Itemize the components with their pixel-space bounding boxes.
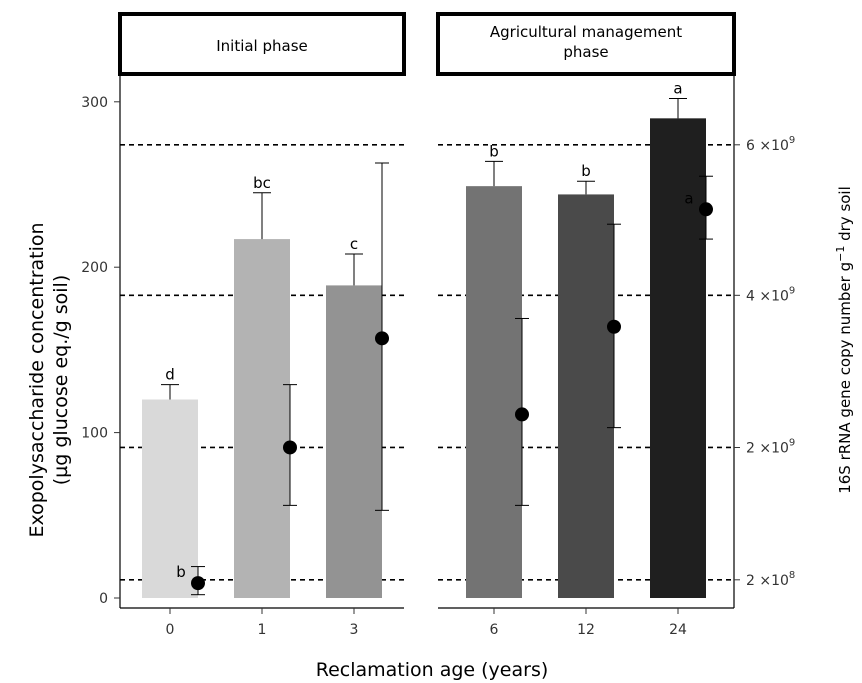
x-axis-title: Reclamation age (years) xyxy=(316,659,549,681)
point-0 xyxy=(191,576,205,591)
x-tick-label-24: 24 xyxy=(669,622,687,638)
y-axis-title: Exopolysaccharide concentration (µg gluc… xyxy=(26,222,72,537)
point-6 xyxy=(515,407,529,422)
bar-12 xyxy=(558,194,614,598)
bar-0 xyxy=(142,399,198,598)
point-12 xyxy=(607,319,621,334)
point-24 xyxy=(699,202,713,217)
facet-title-1-0: Agricultural management xyxy=(490,23,682,41)
bar-6 xyxy=(466,186,522,599)
bar-1 xyxy=(234,239,290,598)
facet-title-0-0: Initial phase xyxy=(216,37,308,55)
point-sig-label-24: a xyxy=(684,189,693,207)
right-axis-title-rest: dry soil xyxy=(836,186,854,245)
right-axis-title-main: 16S rRNA gene copy number g xyxy=(836,262,854,494)
right-tick-label-3: 6 ×109 xyxy=(746,135,795,154)
right-tick-label-0: 2 ×108 xyxy=(746,570,795,589)
bar-3 xyxy=(326,285,382,598)
point-1 xyxy=(283,440,297,455)
point-sig-label-0: b xyxy=(176,563,186,581)
facet-title-1-1: phase xyxy=(563,43,608,61)
x-tick-label-3: 3 xyxy=(350,622,359,638)
right-tick-label-2: 4 ×109 xyxy=(746,285,795,304)
bar-sig-label-3: c xyxy=(350,235,358,253)
y-tick-label-200: 200 xyxy=(81,260,108,276)
y-axis-title-line-1: Exopolysaccharide concentration xyxy=(26,222,48,537)
bar-sig-label-1: bc xyxy=(253,174,271,192)
right-axis-title-exponent: −1 xyxy=(834,246,847,262)
x-tick-label-1: 1 xyxy=(258,622,267,638)
y-tick-label-300: 300 xyxy=(81,95,108,111)
right-axis-gridlines xyxy=(120,144,734,581)
bar-sig-label-24: a xyxy=(673,79,682,97)
bar-sig-label-12: b xyxy=(581,162,591,180)
x-tick-label-6: 6 xyxy=(490,622,499,638)
bar-series: d bc c b b a xyxy=(142,79,706,599)
facet-strip-1 xyxy=(436,12,736,76)
y-axis-title-line-2: (µg glucose eq./g soil) xyxy=(50,275,72,485)
x-tick-label-12: 12 xyxy=(577,622,595,638)
y-tick-label-0: 0 xyxy=(99,591,108,607)
right-tick-label-1: 2 ×109 xyxy=(746,437,795,456)
bar-24 xyxy=(650,118,706,598)
axes: 0 100 200 300 2 ×108 2 ×109 4 ×109 6 ×109 0 1 3 6 12… xyxy=(81,12,795,638)
bar-sig-label-0: d xyxy=(165,366,175,384)
point-3 xyxy=(375,331,389,346)
y-tick-label-100: 100 xyxy=(81,426,108,442)
point-series: ba xyxy=(176,162,713,596)
bar-sig-label-6: b xyxy=(489,142,499,160)
x-tick-label-0: 0 xyxy=(166,622,175,638)
facet-strips: Initial phase Agricultural management phas… xyxy=(118,12,736,76)
right-axis-title: 16S rRNA gene copy number g−1 dry soil xyxy=(834,186,854,494)
